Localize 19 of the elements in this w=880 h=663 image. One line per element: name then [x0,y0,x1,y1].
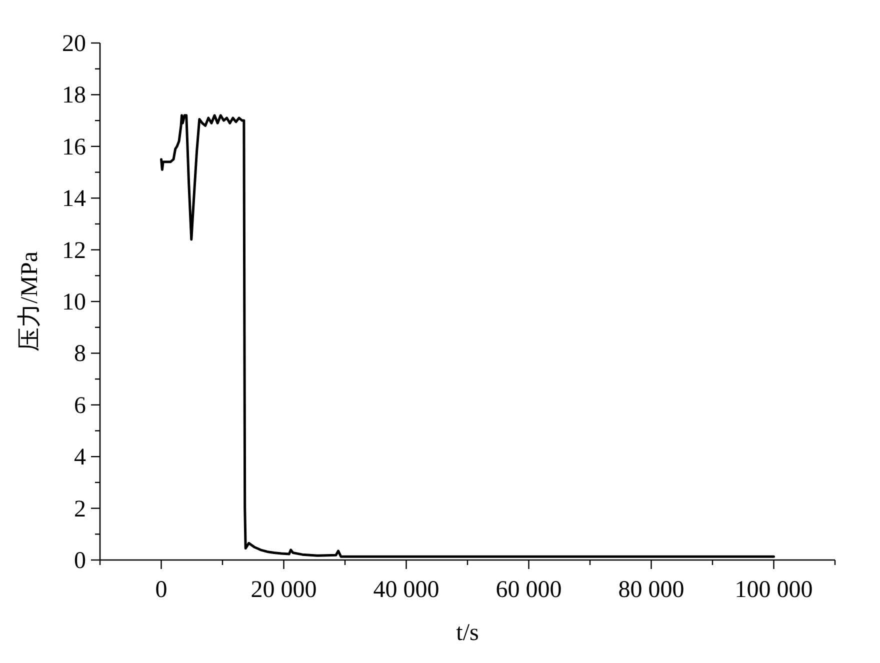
y-tick-label: 4 [74,444,86,471]
x-tick-label: 0 [155,577,168,603]
y-tick-label: 2 [74,496,86,522]
y-tick-label: 8 [74,341,86,368]
y-tick-label: 14 [62,186,86,212]
y-tick-label: 12 [62,238,86,264]
y-tick-label: 6 [74,392,86,419]
x-tick-label: 100 000 [734,577,813,603]
y-tick-label: 18 [62,82,86,109]
x-tick-label: 60 000 [496,577,562,603]
y-axis-title: 压力/MPa [17,251,43,352]
y-tick-label: 10 [62,290,86,316]
x-axis-title: t/s [456,620,479,646]
x-tick-label: 40 000 [373,577,440,603]
y-tick-label: 16 [62,134,86,160]
y-tick-label: 20 [62,31,86,57]
x-tick-label: 20 000 [250,577,317,603]
x-tick-label: 80 000 [618,577,684,603]
y-tick-label: 0 [74,548,86,574]
